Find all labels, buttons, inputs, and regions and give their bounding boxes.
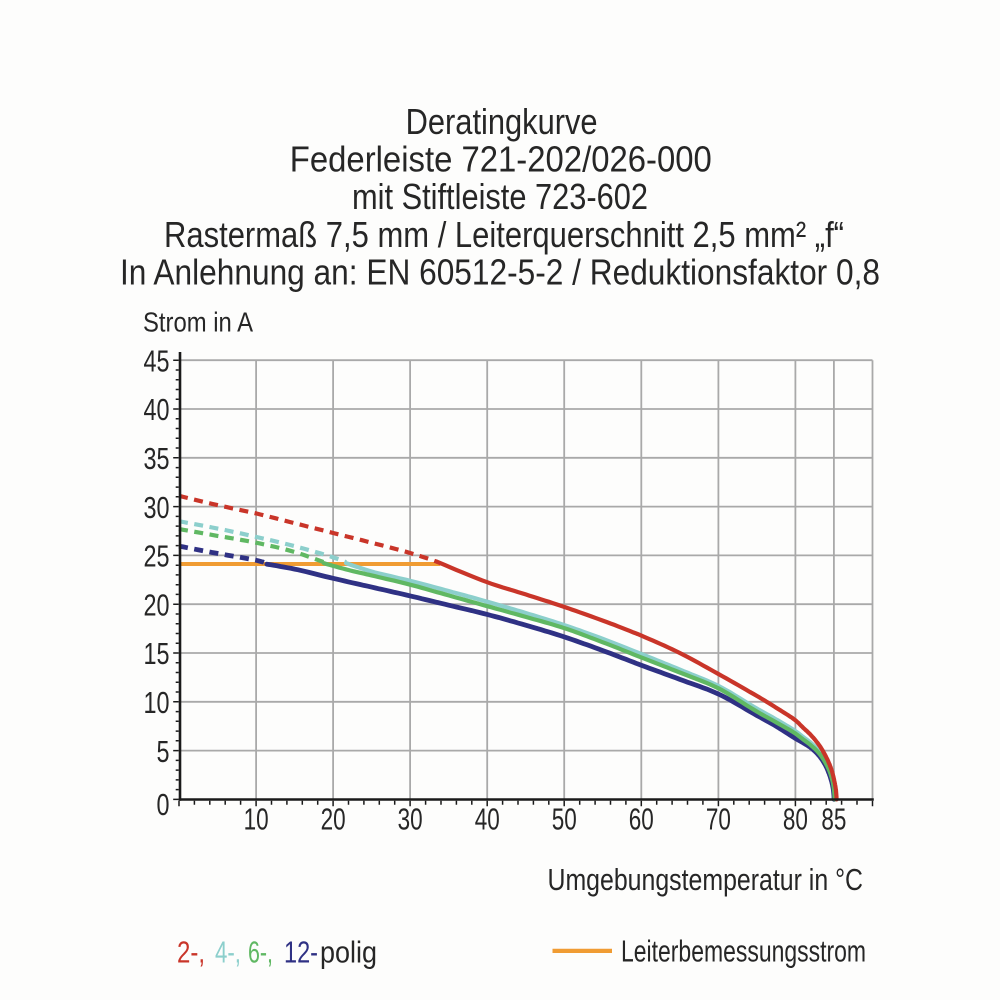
svg-text:25: 25	[144, 539, 170, 574]
svg-text:2-,: 2-,	[177, 935, 205, 970]
svg-text:15: 15	[144, 636, 170, 671]
svg-text:Leiterbemessungsstrom: Leiterbemessungsstrom	[621, 934, 866, 969]
svg-text:Rastermaß 7,5 mm / Leiterquers: Rastermaß 7,5 mm / Leiterquerschnitt 2,5…	[164, 214, 844, 255]
svg-text:Deratingkurve: Deratingkurve	[406, 101, 598, 142]
svg-text:In Anlehnung an: EN 60512-5-2: In Anlehnung an: EN 60512-5-2 / Reduktio…	[120, 251, 880, 292]
svg-text:35: 35	[144, 441, 170, 476]
svg-text:Umgebungstemperatur in °C: Umgebungstemperatur in °C	[548, 862, 864, 897]
svg-text:20: 20	[321, 802, 346, 837]
svg-text:60: 60	[629, 802, 654, 837]
svg-text:45: 45	[144, 343, 170, 378]
svg-text:5: 5	[157, 734, 170, 769]
svg-text:50: 50	[552, 802, 577, 837]
svg-text:10: 10	[144, 685, 170, 720]
svg-text:Strom in A: Strom in A	[143, 307, 253, 338]
svg-text:mit Stiftleiste 723-602: mit Stiftleiste 723-602	[352, 176, 648, 217]
svg-text:0: 0	[157, 787, 170, 822]
svg-text:4-,: 4-,	[215, 935, 241, 970]
svg-text:40: 40	[144, 392, 170, 427]
svg-text:30: 30	[144, 490, 170, 525]
svg-text:6-,: 6-,	[248, 935, 273, 970]
svg-text:polig: polig	[320, 935, 377, 970]
svg-text:12-: 12-	[284, 935, 318, 970]
svg-text:70: 70	[706, 802, 731, 837]
svg-text:40: 40	[475, 802, 500, 837]
svg-text:85: 85	[821, 802, 846, 837]
svg-text:Federleiste 721-202/026-000: Federleiste 721-202/026-000	[290, 139, 712, 180]
svg-text:20: 20	[144, 587, 170, 622]
svg-text:10: 10	[244, 802, 269, 837]
svg-text:80: 80	[783, 802, 808, 837]
svg-text:30: 30	[398, 802, 423, 837]
